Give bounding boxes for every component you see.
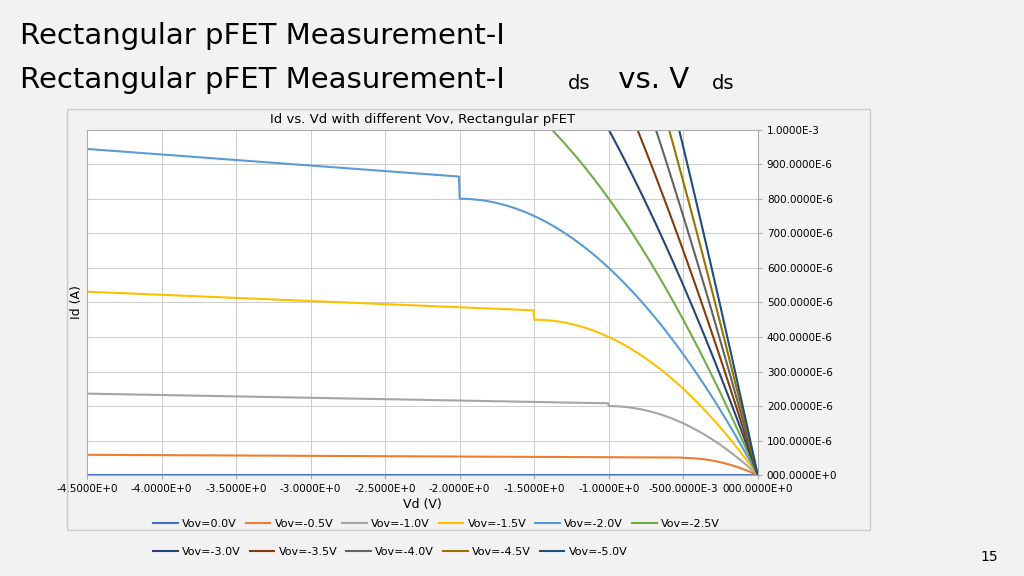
Vov=-2.0V (376, 168, 388, 175)
Vov=-0.5V (376, 453, 388, 460)
Vov=-2.0V (81, 146, 93, 153)
Vov=-3.0V (752, 472, 764, 479)
Vov=-0.5V (81, 452, 93, 458)
Vov=-1.0V (352, 395, 365, 402)
Vov=0.0V (150, 472, 162, 479)
Line: Vov=-0.5V: Vov=-0.5V (87, 455, 758, 475)
Line: Vov=-3.5V: Vov=-3.5V (87, 0, 758, 475)
Y-axis label: Id (A): Id (A) (70, 286, 83, 319)
Text: Rectangular pFET Measurement-I: Rectangular pFET Measurement-I (20, 22, 506, 50)
Line: Vov=-2.0V: Vov=-2.0V (87, 149, 758, 475)
Line: Vov=-4.0V: Vov=-4.0V (87, 0, 758, 475)
Vov=-2.0V (616, 278, 629, 285)
Vov=-1.5V (150, 291, 162, 298)
Vov=-2.0V (150, 150, 162, 157)
Vov=-3.0V (616, 151, 629, 158)
Vov=-1.0V (376, 396, 388, 403)
Text: vs. V: vs. V (609, 66, 689, 94)
Vov=-5.0V (752, 472, 764, 479)
Vov=-1.5V (352, 300, 365, 306)
Text: ds: ds (712, 74, 734, 93)
Vov=-1.5V (752, 472, 764, 479)
Vov=0.0V (352, 472, 365, 479)
Vov=-0.5V (604, 454, 616, 461)
Vov=-2.0V (752, 472, 764, 479)
Vov=-3.5V (752, 472, 764, 479)
Vov=-2.0V (542, 219, 554, 226)
Vov=-1.0V (752, 472, 764, 479)
Vov=-1.0V (616, 403, 629, 410)
Vov=-0.5V (150, 452, 162, 458)
Text: ds: ds (568, 74, 591, 93)
Vov=0.0V (604, 472, 616, 479)
Vov=-2.0V (352, 166, 365, 173)
Line: Vov=-1.5V: Vov=-1.5V (87, 291, 758, 475)
Vov=-3.5V (616, 89, 629, 96)
Title: Id vs. Vd with different Vov, Rectangular pFET: Id vs. Vd with different Vov, Rectangula… (270, 113, 574, 126)
Vov=-0.5V (542, 453, 554, 460)
Vov=-2.5V (752, 472, 764, 479)
Vov=-1.5V (376, 301, 388, 308)
Vov=-1.5V (81, 288, 93, 295)
Line: Vov=-5.0V: Vov=-5.0V (87, 0, 758, 475)
Line: Vov=-4.5V: Vov=-4.5V (87, 0, 758, 475)
Vov=-2.5V (542, 122, 554, 129)
X-axis label: Vd (V): Vd (V) (403, 498, 441, 511)
Vov=-2.5V (604, 197, 616, 204)
Line: Vov=-1.0V: Vov=-1.0V (87, 393, 758, 475)
Vov=-2.5V (376, 0, 388, 3)
Vov=-4.0V (616, 26, 629, 33)
Vov=0.0V (542, 472, 554, 479)
Vov=-0.5V (752, 472, 764, 479)
Vov=-2.0V (604, 266, 616, 272)
Vov=-1.0V (81, 390, 93, 397)
Vov=0.0V (81, 472, 93, 479)
Vov=-4.5V (752, 472, 764, 479)
Vov=-1.5V (542, 317, 554, 324)
Vov=-4.0V (752, 472, 764, 479)
Vov=-1.0V (604, 403, 616, 410)
Line: Vov=-2.5V: Vov=-2.5V (87, 0, 758, 475)
Legend: Vov=-3.0V, Vov=-3.5V, Vov=-4.0V, Vov=-4.5V, Vov=-5.0V: Vov=-3.0V, Vov=-3.5V, Vov=-4.0V, Vov=-4.… (148, 543, 632, 562)
Vov=-1.0V (150, 392, 162, 399)
Text: 15: 15 (981, 551, 998, 564)
Vov=-1.0V (542, 399, 554, 406)
Text: Rectangular pFET Measurement-I: Rectangular pFET Measurement-I (20, 66, 506, 94)
Vov=0.0V (752, 472, 764, 479)
Vov=-1.5V (604, 334, 616, 341)
Vov=-0.5V (352, 453, 365, 460)
Vov=-2.5V (616, 214, 629, 221)
Vov=-3.0V (542, 24, 554, 31)
Vov=-3.5V (604, 60, 616, 67)
Vov=-0.5V (616, 454, 629, 461)
Legend: Vov=0.0V, Vov=-0.5V, Vov=-1.0V, Vov=-1.5V, Vov=-2.0V, Vov=-2.5V: Vov=0.0V, Vov=-0.5V, Vov=-1.0V, Vov=-1.5… (148, 514, 724, 533)
Vov=0.0V (376, 472, 388, 479)
Vov=-3.0V (604, 128, 616, 135)
Vov=0.0V (616, 472, 629, 479)
Vov=-1.5V (616, 340, 629, 347)
Line: Vov=-3.0V: Vov=-3.0V (87, 0, 758, 475)
